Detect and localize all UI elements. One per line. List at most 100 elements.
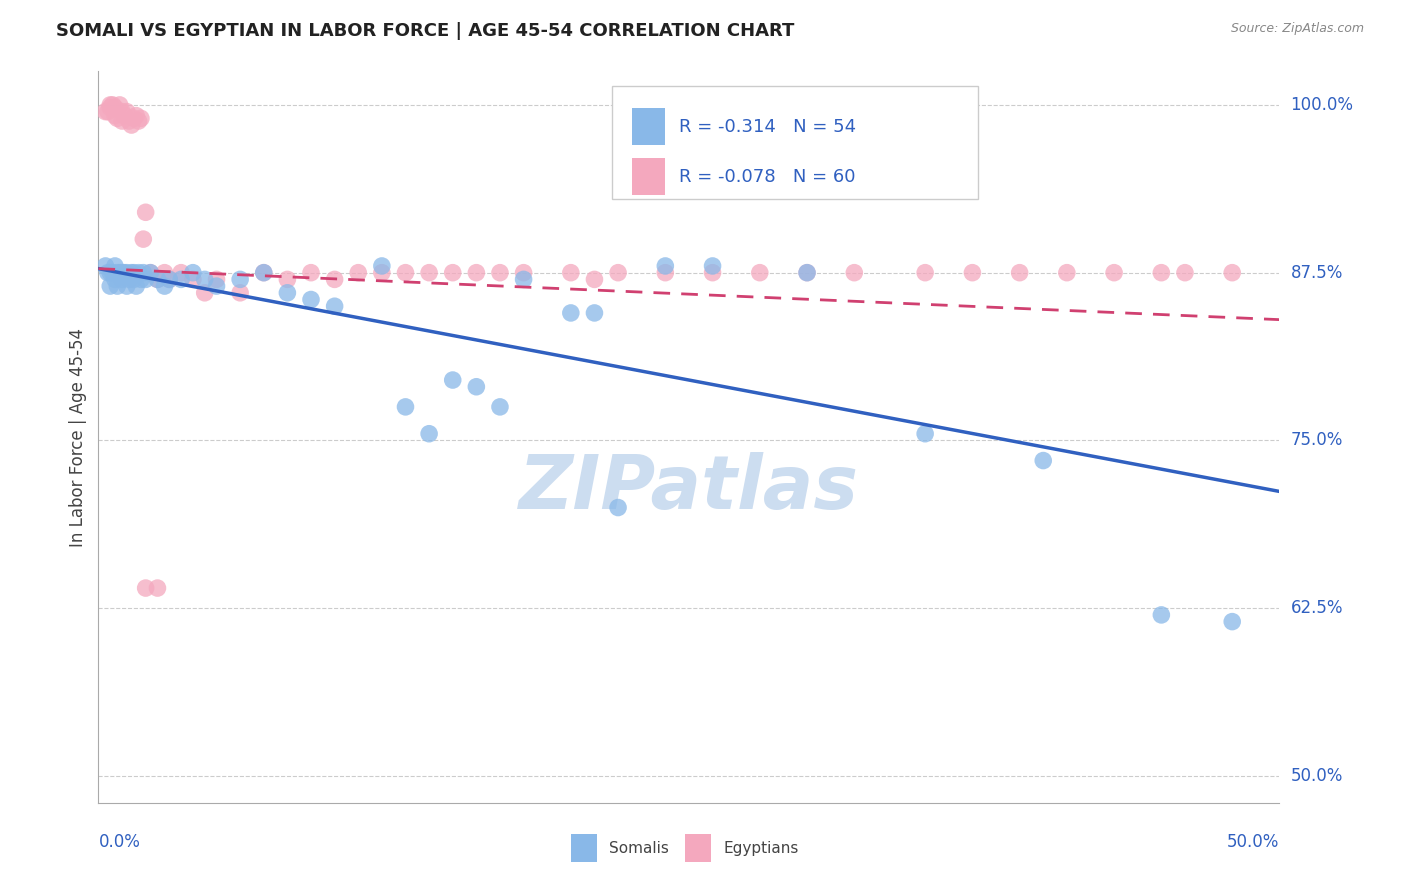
Point [1150,266,1173,280]
Point [139,266,162,280]
Text: Source: ZipAtlas.com: Source: ZipAtlas.com [1230,22,1364,36]
Point [135,272,157,286]
Point [253,266,276,280]
Point [796,266,818,280]
FancyBboxPatch shape [571,834,596,862]
Point [112,109,135,123]
Point [157,272,180,286]
Point [129,112,152,126]
Point [276,272,298,286]
Point [118,114,141,128]
Point [748,266,770,280]
Point [253,266,276,280]
Point [323,272,346,286]
Point [146,272,169,286]
Point [654,266,676,280]
FancyBboxPatch shape [612,86,979,200]
Point [560,306,582,320]
Point [371,266,394,280]
Point [98,98,121,112]
Text: 100.0%: 100.0% [1291,96,1354,114]
Point [118,272,141,286]
Point [512,272,534,286]
Point [654,259,676,273]
Text: R = -0.078   N = 60: R = -0.078 N = 60 [679,168,856,186]
Point [135,205,157,219]
Point [489,400,512,414]
Point [465,380,488,394]
Point [104,109,127,123]
Point [101,98,124,112]
Text: ZIPatlas: ZIPatlas [519,451,859,524]
Point [441,373,464,387]
Point [111,272,134,286]
Text: 62.5%: 62.5% [1291,599,1343,617]
Point [323,299,346,313]
Point [135,581,157,595]
Point [299,293,322,307]
Point [347,266,370,280]
Point [702,259,724,273]
Y-axis label: In Labor Force | Age 45-54: In Labor Force | Age 45-54 [69,327,87,547]
Point [1056,266,1078,280]
Point [132,266,155,280]
Point [111,266,134,280]
Point [1174,266,1197,280]
Point [181,266,204,280]
Point [153,266,176,280]
Text: Egyptians: Egyptians [723,840,799,855]
Point [1220,266,1243,280]
Point [607,266,630,280]
Point [122,112,145,126]
Point [104,272,127,286]
Text: R = -0.314   N = 54: R = -0.314 N = 54 [679,118,856,136]
Point [194,272,217,286]
Point [108,98,131,112]
Point [702,266,724,280]
Point [139,266,162,280]
Point [112,266,135,280]
Point [157,272,180,286]
Point [125,279,148,293]
Point [1150,607,1173,622]
Point [121,266,143,280]
Text: SOMALI VS EGYPTIAN IN LABOR FORCE | AGE 45-54 CORRELATION CHART: SOMALI VS EGYPTIAN IN LABOR FORCE | AGE … [56,22,794,40]
Point [105,266,128,280]
Point [129,272,152,286]
Point [98,279,121,293]
Point [97,104,120,119]
Point [115,104,138,119]
Point [122,266,145,280]
Point [418,426,440,441]
Point [394,266,416,280]
Point [394,400,416,414]
Point [607,500,630,515]
Point [98,266,121,280]
Point [181,272,204,286]
Point [101,266,124,280]
Text: 50.0%: 50.0% [1291,767,1343,785]
Point [205,272,228,286]
Point [146,581,169,595]
Point [128,114,150,128]
Point [104,101,127,115]
Point [153,279,176,293]
Text: 75.0%: 75.0% [1291,432,1343,450]
Point [115,266,138,280]
Point [276,285,298,300]
Point [104,259,127,273]
Text: 50.0%: 50.0% [1227,833,1279,851]
Point [583,272,606,286]
Point [98,101,121,115]
Point [418,266,440,280]
Point [170,266,193,280]
Point [441,266,464,280]
Point [108,266,131,280]
Point [97,266,120,280]
Point [371,259,394,273]
FancyBboxPatch shape [633,158,665,194]
Point [844,266,866,280]
Point [962,266,984,280]
Point [1102,266,1125,280]
Point [512,266,534,280]
